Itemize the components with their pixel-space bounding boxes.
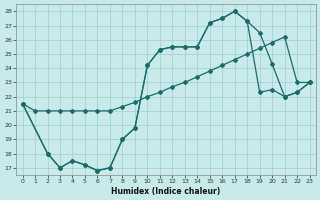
X-axis label: Humidex (Indice chaleur): Humidex (Indice chaleur) — [111, 187, 221, 196]
